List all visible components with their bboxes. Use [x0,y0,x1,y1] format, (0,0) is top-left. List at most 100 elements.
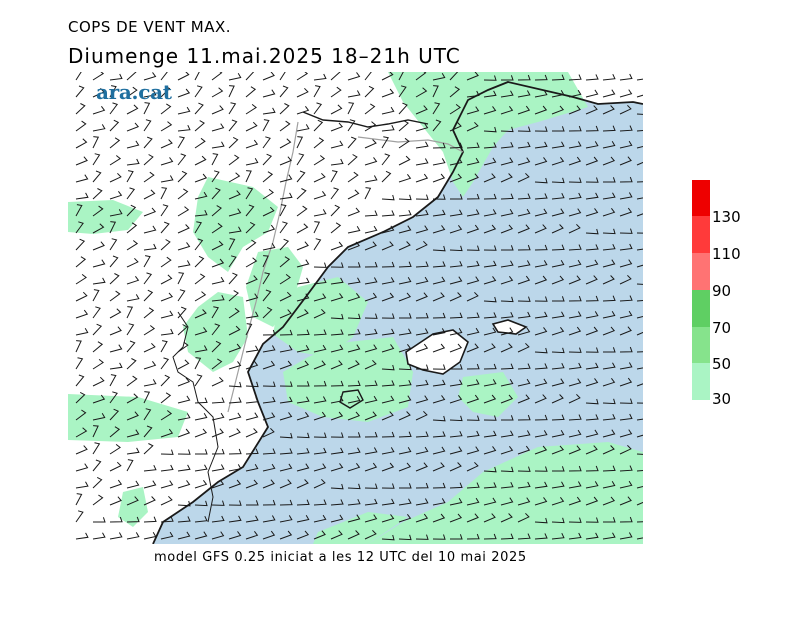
wind-barb [415,446,429,455]
wind-barb [211,170,220,183]
wind-barb [177,359,190,370]
wind-barb [517,208,531,217]
wind-barb [75,340,82,353]
wind-barb [330,72,341,81]
wind-barb [381,106,395,115]
wind-barb [262,171,274,183]
wind-barb [211,87,224,98]
wind-barb [534,126,548,132]
wind-barb [568,326,582,336]
wind-barb [279,396,293,404]
wind-barb [534,347,548,354]
wind-barb [160,464,174,472]
wind-barb [432,431,446,438]
wind-barb [568,208,582,217]
wind-barb [432,85,439,98]
wind-barb [619,73,633,81]
wind-barb [466,415,480,421]
wind-barb [75,510,84,523]
wind-barb [160,175,174,183]
wind-barb [551,192,565,200]
wind-barb [466,72,479,81]
wind-barb [483,126,497,133]
wind-barb [450,534,463,540]
wind-barb [619,192,633,200]
wind-barb [517,445,531,455]
wind-barb [126,429,140,438]
wind-barb [585,362,599,370]
wind-barb [211,464,225,472]
wind-barb [262,306,273,319]
wind-barb [551,362,565,370]
wind-barb [466,90,480,98]
wind-barb [75,309,89,319]
wind-barb [619,362,633,370]
wind-barb [313,221,321,234]
wind-barb [534,244,548,251]
wind-barb [432,364,446,370]
wind-barb [194,515,208,523]
wind-barb [534,260,548,268]
wind-barb [483,312,497,319]
wind-barb [636,129,643,132]
wind-barb [381,534,395,541]
wind-barb [603,177,616,183]
wind-barb [92,323,103,336]
wind-barb [211,479,225,489]
wind-barb [245,104,257,115]
wind-barb [398,225,412,234]
wind-barb [75,138,88,149]
wind-barb [466,430,480,438]
wind-barb [194,374,203,387]
wind-barb [398,462,412,472]
wind-barb [279,204,287,217]
wind-barb [449,482,463,489]
wind-barb [228,325,241,336]
wind-barb [177,395,191,404]
wind-barb [568,244,582,251]
wind-barb [211,358,223,370]
wind-barb [568,517,582,523]
wind-barb [211,153,219,166]
wind-barb [551,394,564,404]
wind-barb [296,412,310,421]
wind-barb [143,361,157,370]
wind-barb [245,257,258,268]
wind-barb [585,244,599,251]
wind-barb [381,313,395,319]
wind-barb [466,327,480,336]
wind-barb [194,273,206,285]
wind-barb [619,310,633,319]
wind-barb [279,412,293,421]
wind-barb [262,412,276,421]
wind-barb [483,415,497,421]
wind-barb [262,107,276,115]
wind-barb [636,213,643,217]
wind-barb [109,238,118,251]
wind-barb [517,497,531,506]
wind-barb [75,427,88,438]
wind-barb [500,141,514,149]
wind-barb [381,153,391,166]
wind-barb [534,157,548,166]
wind-barb [109,119,120,132]
wind-barb [568,275,581,285]
wind-barb [585,532,599,540]
wind-barb [449,446,463,455]
wind-barb [330,277,344,285]
wind-barb [483,296,497,303]
wind-barb [500,90,514,98]
wind-barb [517,90,531,98]
wind-barb [75,221,84,234]
wind-barb [398,395,412,404]
wind-barb [160,410,173,421]
wind-barb [347,241,361,251]
wind-barb [619,444,632,455]
wind-barb [517,378,531,387]
wind-barb [262,499,276,506]
wind-barb [602,192,616,200]
wind-barb [552,296,565,302]
wind-barb [636,94,643,98]
wind-barb [160,292,174,302]
wind-barb [228,226,242,234]
